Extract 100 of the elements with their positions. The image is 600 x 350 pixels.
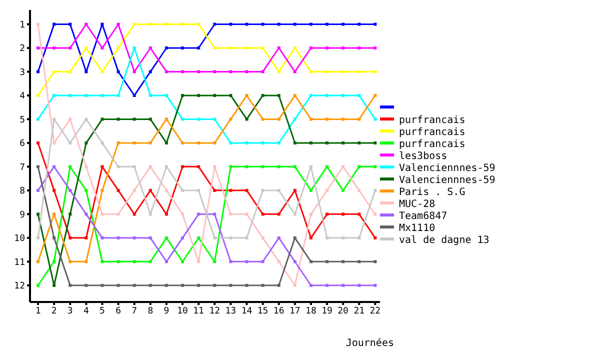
legend-label: val de dagne 13 — [399, 235, 490, 247]
point — [132, 22, 136, 26]
point — [52, 70, 56, 74]
point — [68, 22, 72, 26]
point — [245, 284, 248, 287]
x-tick-label: 21 — [354, 306, 365, 316]
point — [36, 165, 40, 168]
point — [261, 165, 264, 168]
point — [229, 236, 232, 240]
point — [52, 22, 56, 26]
point — [116, 236, 120, 240]
point — [164, 165, 168, 168]
point — [197, 236, 200, 240]
legend-label: Valenciennnes-59 — [399, 175, 496, 187]
point — [116, 94, 120, 97]
point — [374, 165, 377, 168]
point — [293, 141, 296, 144]
point — [197, 70, 200, 74]
point — [309, 70, 312, 74]
point — [181, 236, 184, 240]
point — [261, 70, 264, 74]
point — [374, 236, 377, 240]
point — [181, 188, 184, 192]
point — [229, 141, 232, 144]
point — [374, 284, 377, 287]
point — [116, 141, 120, 144]
point — [100, 94, 104, 97]
point — [36, 46, 40, 50]
point — [245, 236, 248, 240]
point — [374, 118, 377, 121]
point — [100, 260, 104, 264]
point — [326, 46, 329, 50]
point — [132, 165, 136, 168]
point — [358, 70, 361, 74]
legend-label: purfrancais — [399, 127, 466, 139]
point — [374, 22, 377, 26]
x-tick-label: 17 — [289, 306, 300, 316]
point — [116, 70, 120, 74]
point — [229, 284, 232, 287]
point — [261, 22, 264, 26]
point — [277, 260, 280, 264]
point — [52, 94, 56, 97]
point — [52, 260, 56, 264]
point — [309, 236, 312, 240]
line-series — [36, 118, 377, 240]
point — [293, 260, 296, 264]
point — [213, 165, 216, 168]
point — [277, 70, 280, 74]
x-tick-label: 14 — [241, 306, 252, 316]
point — [309, 141, 312, 144]
y-tick-label: 8 — [20, 186, 25, 197]
point — [261, 188, 264, 192]
point — [229, 118, 232, 121]
point — [277, 236, 280, 240]
y-tick-label: 5 — [20, 115, 25, 126]
point — [309, 22, 312, 26]
y-tick-label: 1 — [20, 20, 25, 30]
point — [374, 212, 377, 216]
legend-label: Paris . S.G — [399, 187, 466, 199]
point — [116, 212, 120, 216]
point — [52, 141, 56, 144]
point — [84, 118, 88, 121]
point — [342, 260, 345, 264]
point — [100, 236, 104, 240]
point — [229, 94, 232, 97]
point — [164, 188, 168, 192]
point — [309, 46, 312, 50]
point — [277, 46, 280, 50]
point — [164, 236, 168, 240]
point — [326, 22, 329, 26]
point — [68, 212, 72, 216]
point — [68, 260, 72, 264]
point — [132, 141, 136, 144]
point — [245, 22, 248, 26]
point — [358, 22, 361, 26]
legend-label: Valenciennnes-59 — [399, 163, 496, 175]
point — [181, 260, 184, 264]
point — [309, 188, 312, 192]
point — [68, 118, 72, 121]
point — [148, 188, 152, 192]
point — [309, 165, 312, 168]
point — [132, 70, 136, 74]
point — [164, 141, 168, 144]
point — [213, 118, 216, 121]
point — [277, 165, 280, 168]
point — [132, 284, 136, 287]
point — [245, 118, 248, 121]
point — [261, 236, 264, 240]
y-tick-label: 2 — [20, 44, 25, 54]
point — [374, 70, 377, 74]
point — [261, 212, 264, 216]
legend-label: Team6847 — [399, 211, 448, 223]
x-tick-label: 15 — [257, 306, 268, 316]
point — [326, 141, 329, 144]
point — [358, 141, 361, 144]
y-tick-label: 11 — [14, 258, 25, 268]
point — [245, 260, 248, 264]
point — [116, 188, 120, 192]
point — [213, 70, 216, 74]
point — [84, 260, 88, 264]
